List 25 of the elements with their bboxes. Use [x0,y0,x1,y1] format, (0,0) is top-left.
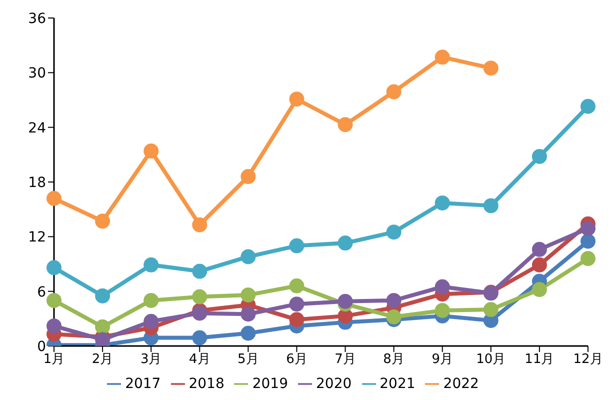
x-tick-label: 1月 [43,352,65,368]
x-tick-label: 9月 [432,352,454,368]
legend-label: 2022 [443,376,479,392]
x-tick-label: 11月 [524,352,554,368]
x-tick-label: 12月 [573,352,603,368]
y-tick-label: 30 [28,66,46,82]
y-tick-label: 12 [28,230,46,246]
legend-label: 2021 [380,376,416,392]
y-tick-label: 0 [37,338,46,355]
x-tick-label: 3月 [140,352,162,368]
x-tick-label: 7月 [334,352,356,368]
y-tick-label: 6 [37,284,46,300]
y-tick-label: 36 [28,10,46,27]
x-tick-label: 4月 [188,352,210,368]
legend-label: 2017 [125,376,161,392]
legend-label: 2019 [252,376,288,392]
y-tick-label: 18 [28,174,46,191]
x-tick-label: 6月 [286,352,308,368]
y-tick-label: 24 [28,120,46,136]
x-tick-label: 10月 [476,352,506,368]
legend-label: 2020 [316,376,352,392]
x-tick-label: 5月 [238,352,259,368]
x-tick-label: 2月 [92,352,114,368]
legend-label: 2018 [188,376,224,392]
x-tick-label: 8月 [383,352,404,368]
